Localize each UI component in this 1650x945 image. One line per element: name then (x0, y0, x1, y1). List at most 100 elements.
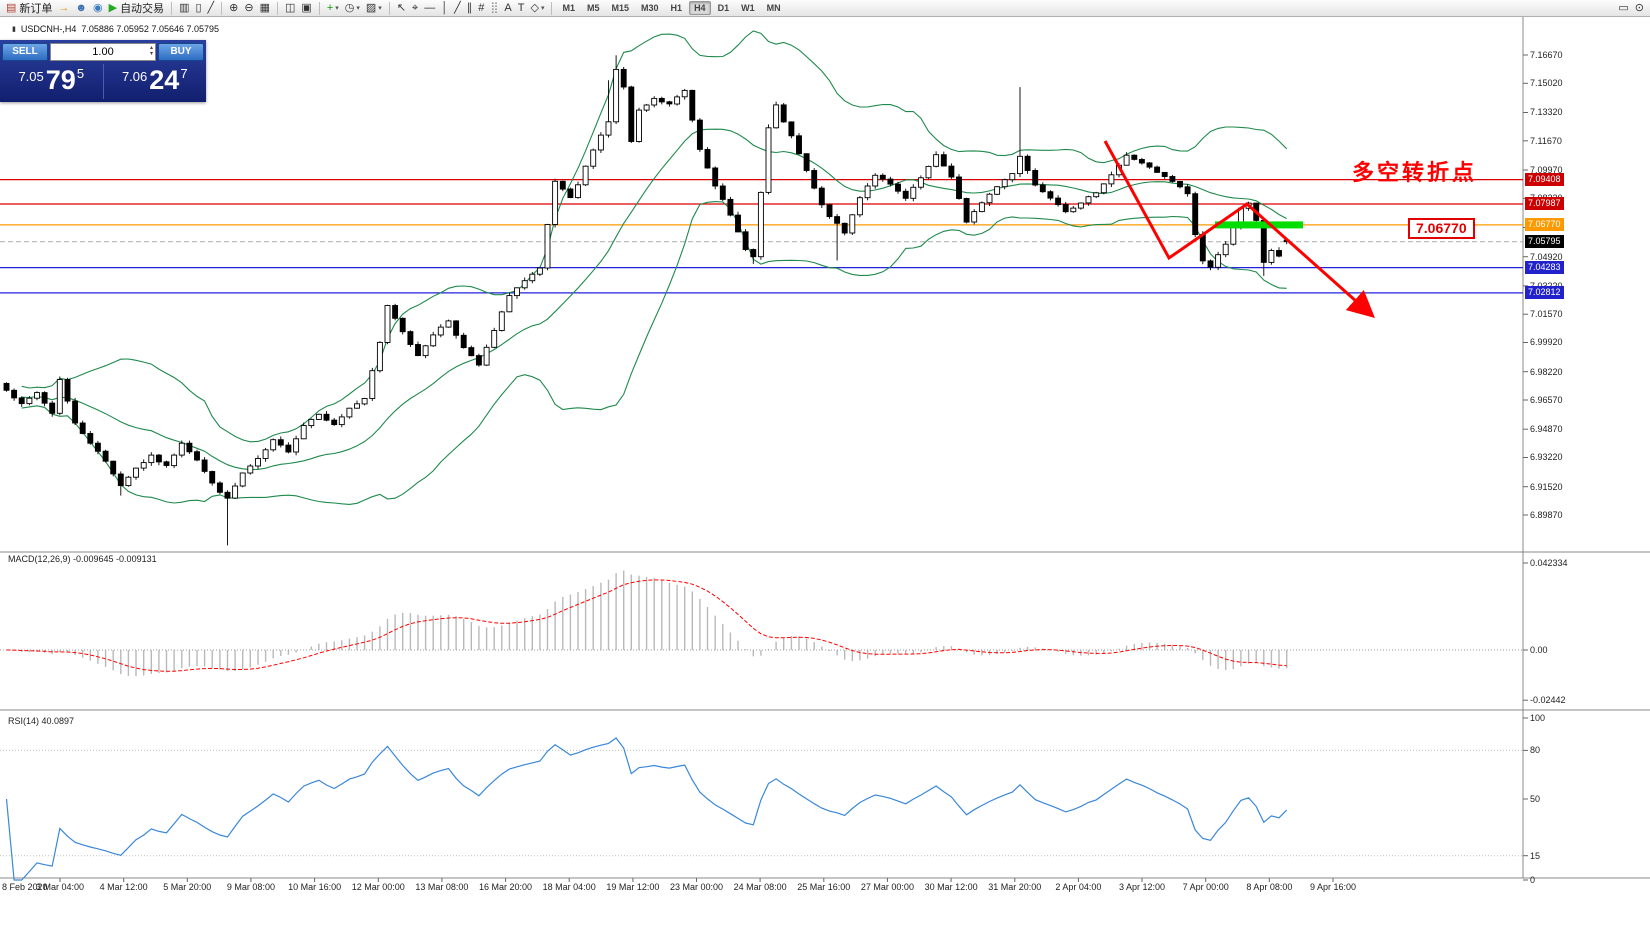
turning-point-annotation[interactable]: 多空转折点 (1352, 160, 1478, 185)
bar-chart-button[interactable]: ▥ (176, 1, 192, 16)
price-divider (102, 64, 104, 99)
horizontal-line-icon: — (424, 1, 436, 14)
volume-spinner[interactable]: ▴ ▾ (150, 45, 153, 57)
timeframe-m30-button[interactable]: M30 (641, 3, 659, 13)
line-chart-icon: ╱ (207, 1, 215, 14)
toolbar-separator (171, 1, 173, 15)
redo-arrow-button[interactable]: → (55, 1, 72, 16)
crosshair-button[interactable]: ⌖ (409, 1, 421, 16)
toolbar-separator (551, 1, 553, 15)
cursor-button[interactable]: ↖ (394, 1, 409, 16)
timeframe-m1-button[interactable]: M1 (562, 3, 575, 13)
toolbar-separator (388, 1, 390, 15)
autotrading-icon: ▶ (108, 1, 118, 14)
window-button[interactable]: ▭ (1615, 1, 1631, 16)
search-button[interactable]: ⊙ (1632, 1, 1647, 16)
indicators-button[interactable]: + ▾ (324, 1, 342, 16)
cursor-icon: ↖ (396, 1, 407, 14)
text-button[interactable]: A (501, 1, 514, 16)
zoom-out-icon: ⊖ (244, 1, 254, 14)
vertical-line-button[interactable]: │ (438, 1, 451, 16)
text-icon: A (504, 1, 512, 14)
shapes-grid-button[interactable]: ⣿ (487, 1, 501, 16)
grid-button[interactable]: ▦ (257, 1, 273, 16)
label-icon: T (517, 1, 525, 14)
main-toolbar: ▤ 新订单 → ☻ ◉ ▶ 自动交易 ▥ ▯ ╱ ⊕ ⊖ ▦ ◫ ▣ + ▾ ◷ ▾ ▨ ▾ ↖ ⌖ — │ ╱ ∥ # ⣿ A T ◇ ▾ M1… (0, 0, 1650, 17)
bar-chart-icon: ▥ (179, 1, 190, 14)
green-highlight-bar[interactable] (1215, 221, 1303, 229)
vertical-line-icon: │ (441, 1, 449, 14)
rsi-label: RSI(14) 40.0897 (8, 716, 75, 726)
trendline-button[interactable]: ╱ (451, 1, 464, 16)
periods-dropdown-icon[interactable]: ▾ (356, 5, 360, 12)
volume-up-icon[interactable]: ▴ (149, 44, 153, 51)
sell-price-big: 79 (45, 65, 76, 95)
ohlc-values: 7.05886 7.05952 7.05646 7.05795 (81, 24, 220, 34)
channel-button[interactable]: ∥ (464, 1, 476, 16)
rsi-line (5, 737, 1288, 881)
timeframe-mn-button[interactable]: MN (766, 3, 781, 13)
sell-price[interactable]: 7.05 79 5 (0, 61, 103, 102)
line-chart-button[interactable]: ╱ (205, 1, 218, 16)
horizontal-line-button[interactable]: — (421, 1, 438, 16)
zoom-in-button[interactable]: ⊕ (226, 1, 241, 16)
label-button[interactable]: T (515, 1, 528, 16)
symbol-label: USDCNH-,H4 (20, 24, 77, 34)
trend-arrow[interactable] (1103, 140, 1375, 318)
timeframe-w1-button[interactable]: W1 (741, 3, 755, 13)
timeframe-h4-button[interactable]: H4 (689, 1, 711, 15)
trade-controls-row: SELL 1.00 ▴ ▾ BUY (0, 40, 206, 61)
community-button[interactable]: ◉ (90, 1, 106, 16)
templates-dropdown-icon[interactable]: ▾ (378, 5, 382, 12)
new-order-icon: ▤ (6, 1, 17, 14)
templates-icon: ▨ (365, 1, 377, 14)
one-click-trading-panel: SELL 1.00 ▴ ▾ BUY 7.05 79 5 7.06 24 7 (0, 40, 206, 102)
accounts-button[interactable]: ☻ (72, 1, 90, 16)
templates-button[interactable]: ▨ ▾ (363, 1, 385, 16)
candlestick-button[interactable]: ▯ (192, 1, 204, 16)
new-order-button[interactable]: ▤ 新订单 (3, 1, 55, 16)
new-order-label: 新订单 (19, 3, 53, 15)
grid-icon: ▦ (259, 1, 270, 14)
timeframe-m15-button[interactable]: M15 (611, 3, 630, 13)
crosshair-icon: ⌖ (412, 1, 419, 14)
sell-button[interactable]: SELL (2, 42, 48, 61)
fibonacci-button[interactable]: # (475, 1, 487, 16)
channel-icon: ∥ (466, 1, 473, 14)
tile-windows-button[interactable]: ◫ (282, 1, 298, 16)
volume-down-icon[interactable]: ▾ (149, 50, 153, 57)
timeframe-m5-button[interactable]: M5 (587, 3, 600, 13)
shapes-grid-icon: ⣿ (490, 1, 499, 14)
cascade-windows-button[interactable]: ▣ (298, 1, 314, 16)
indicators-icon: + (326, 1, 334, 14)
buy-price[interactable]: 7.06 24 7 (104, 61, 207, 102)
accounts-icon: ☻ (75, 1, 87, 14)
price-annotation-box[interactable]: 7.06770 (1408, 218, 1475, 239)
cascade-windows-icon: ▣ (301, 1, 312, 14)
macd-signal-line (6, 579, 1287, 672)
buy-price-sup: 7 (180, 66, 188, 81)
indicators-dropdown-icon[interactable]: ▾ (335, 5, 339, 12)
trendline-icon: ╱ (454, 1, 461, 14)
buy-price-main: 7.06 (121, 69, 148, 84)
redo-arrow-icon: → (58, 1, 70, 14)
shapes-button[interactable]: ◇ ▾ (528, 1, 548, 16)
periods-button[interactable]: ◷ ▾ (342, 1, 363, 16)
autotrading-button[interactable]: ▶ 自动交易 (106, 1, 167, 16)
timeframe-h1-button[interactable]: H1 (670, 3, 683, 13)
shapes-dropdown-icon[interactable]: ▾ (540, 5, 545, 12)
buy-button[interactable]: BUY (158, 42, 204, 61)
volume-input[interactable]: 1.00 ▴ ▾ (50, 42, 156, 61)
candles (3, 55, 1290, 546)
macd-histogram (13, 570, 1288, 677)
zoom-out-button[interactable]: ⊖ (241, 1, 256, 16)
axis-tick-marks (59, 54, 1528, 882)
shapes-icon: ◇ (530, 1, 539, 14)
toolbar-separator (318, 1, 320, 15)
zoom-in-icon: ⊕ (229, 1, 239, 14)
sell-price-main: 7.05 (18, 69, 44, 84)
autotrading-label: 自动交易 (120, 3, 165, 15)
macd-label: MACD(12,26,9) -0.009645 -0.009131 (8, 554, 157, 564)
timeframe-d1-button[interactable]: D1 (717, 3, 730, 13)
search-icon: ⊙ (1634, 1, 1644, 14)
